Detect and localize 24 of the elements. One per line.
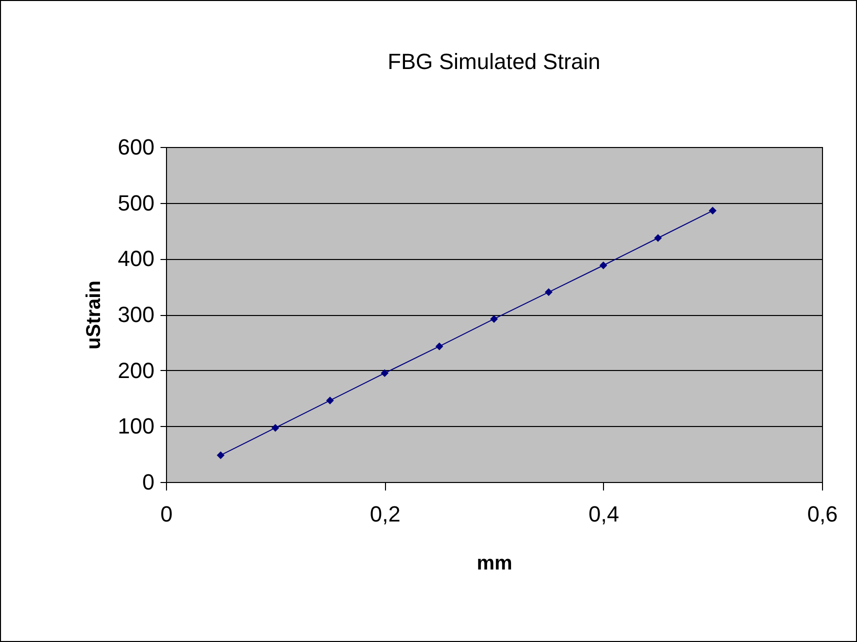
point bbox=[544, 288, 553, 296]
x-tick-label: 0,4 bbox=[588, 502, 620, 526]
y-axis-title: uStrain bbox=[82, 280, 105, 350]
chart-title: FBG Simulated Strain bbox=[388, 49, 600, 74]
point bbox=[490, 315, 498, 323]
y-tick-label: 200 bbox=[118, 358, 154, 383]
x-axis-title: mm bbox=[476, 552, 512, 574]
point bbox=[271, 424, 280, 432]
point bbox=[654, 234, 662, 242]
point bbox=[435, 342, 444, 350]
point bbox=[380, 369, 389, 377]
x-tick-label: 0,2 bbox=[370, 502, 400, 526]
y-tick-label: 0 bbox=[142, 470, 154, 494]
y-tick-label: 400 bbox=[118, 246, 154, 272]
x-tick-label: 0,6 bbox=[807, 502, 838, 526]
y-tick-label: 300 bbox=[118, 302, 154, 327]
x-tick-label: 0 bbox=[160, 502, 173, 526]
point bbox=[326, 396, 334, 404]
y-tick-label: 600 bbox=[118, 134, 154, 160]
y-tick-label: 500 bbox=[118, 190, 154, 216]
point bbox=[216, 451, 225, 460]
point bbox=[708, 206, 717, 215]
point bbox=[599, 261, 608, 270]
y-tick-label: 100 bbox=[118, 414, 154, 439]
